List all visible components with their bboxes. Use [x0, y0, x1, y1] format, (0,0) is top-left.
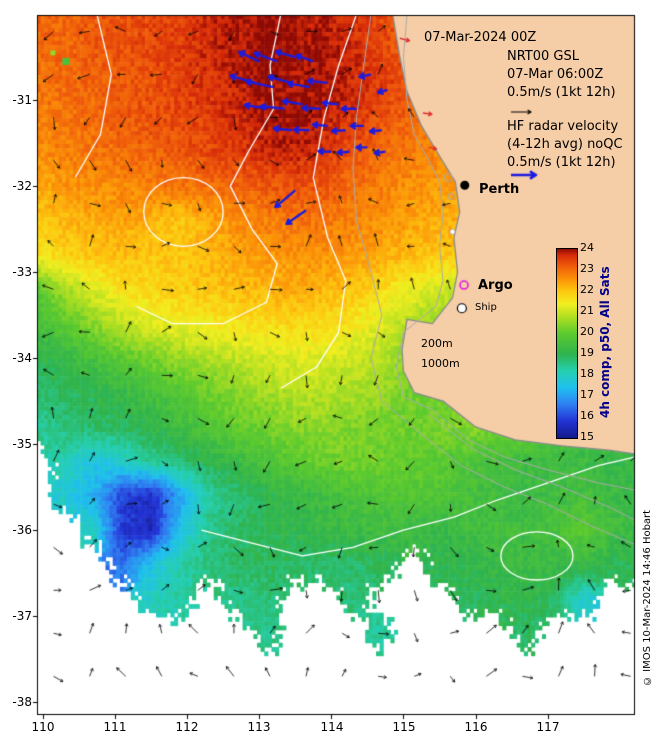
radar-scale-label: 0.5m/s (1kt 12h) [507, 155, 616, 170]
y-tick-label: -37 [12, 609, 32, 623]
depth-1000m-label: 1000m [421, 357, 460, 370]
y-tick-label: -34 [12, 351, 32, 365]
x-tick-label: 111 [103, 720, 127, 734]
radar-title-label: HF radar velocity [507, 119, 619, 134]
model-time-label: 07-Mar 06:00Z [507, 67, 604, 82]
x-tick-label: 115 [392, 720, 416, 734]
model-scale-label: 0.5m/s (1kt 12h) [507, 85, 616, 100]
colorbar-tick: 17 [580, 388, 594, 401]
colorbar-tick: 24 [580, 241, 594, 254]
x-tick-label: 116 [464, 720, 488, 734]
colorbar-tick: 20 [580, 325, 594, 338]
x-tick-label: 113 [247, 720, 271, 734]
x-tick-label: 112 [175, 720, 199, 734]
y-tick-label: -32 [12, 179, 32, 193]
ship-label: Ship [475, 302, 497, 313]
y-tick-label: -33 [12, 265, 32, 279]
y-tick-label: -35 [12, 437, 32, 451]
depth-200m-label: 200m [421, 337, 453, 350]
colorbar-axis-label: 4h comp, p50, All Sats [598, 266, 612, 419]
colorbar-tick: 15 [580, 430, 594, 443]
y-tick-label: -31 [12, 93, 32, 107]
y-tick-label: -38 [12, 695, 32, 709]
analysis-time-label: 07-Mar-2024 00Z [424, 30, 537, 45]
x-tick-label: 114 [320, 720, 344, 734]
perth-city-label: Perth [479, 182, 520, 197]
argo-float-label: Argo [478, 278, 513, 293]
colorbar-tick: 19 [580, 346, 594, 359]
colorbar-tick: 21 [580, 304, 594, 317]
colorbar-tick: 23 [580, 262, 594, 275]
model-name-label: NRT00 GSL [507, 49, 579, 64]
copyright-label: © IMOS 10-Mar-2024 14:46 Hobart [642, 509, 653, 687]
radar-qc-label: (4-12h avg) noQC [507, 137, 623, 152]
colorbar-gradient [556, 248, 578, 439]
colorbar-tick: 16 [580, 409, 594, 422]
x-tick-label: 110 [31, 720, 55, 734]
y-tick-label: -36 [12, 523, 32, 537]
colorbar-tick: 18 [580, 367, 594, 380]
colorbar-tick: 22 [580, 283, 594, 296]
x-tick-label: 117 [536, 720, 560, 734]
